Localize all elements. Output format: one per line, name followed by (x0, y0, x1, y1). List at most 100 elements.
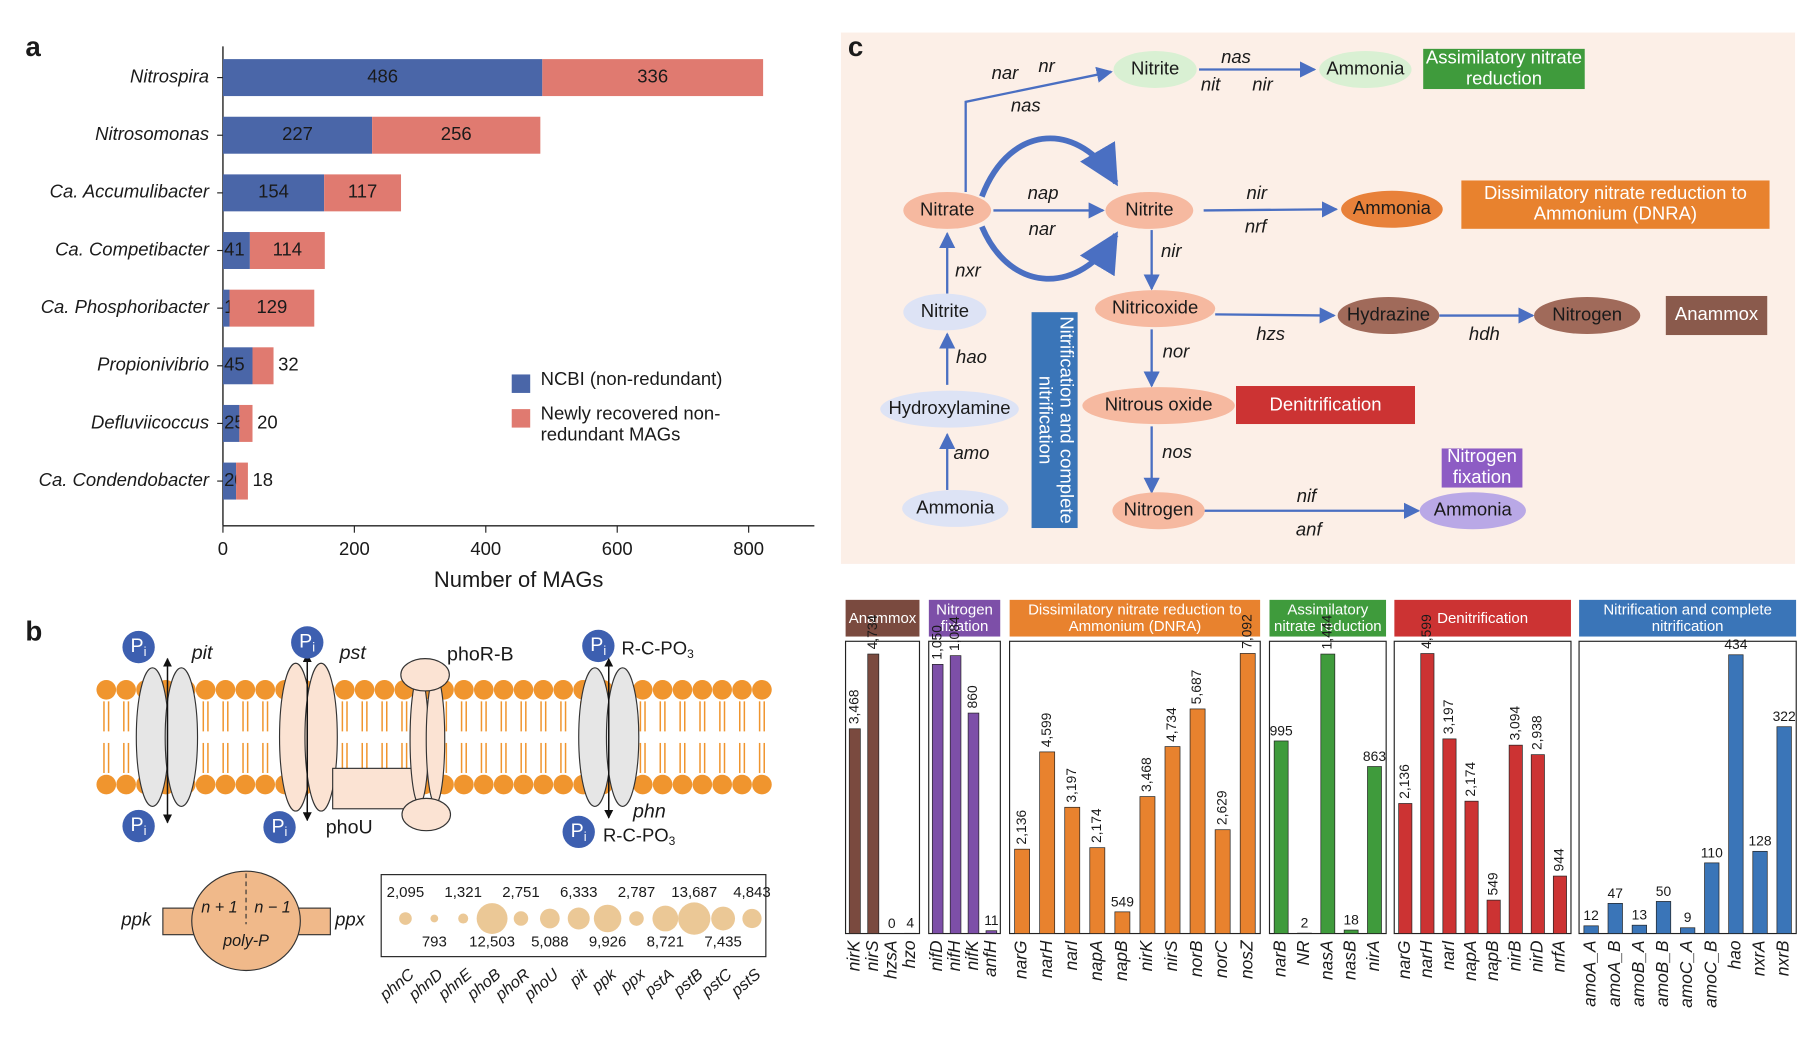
x-tick-label: hao (1724, 940, 1744, 969)
pi-circle (122, 809, 155, 843)
pathway-box-box: Anammox (1665, 295, 1768, 336)
pi-circle (263, 811, 296, 844)
poly-p-label: ppx (334, 909, 366, 930)
pi-label: Pi (271, 815, 287, 839)
pathway-arrow (1215, 307, 1336, 324)
bar (1139, 796, 1156, 934)
node-label: Nitrite (1131, 57, 1179, 78)
bar (1239, 653, 1256, 934)
transporter (401, 797, 452, 832)
pathway-arrow (1203, 201, 1339, 218)
bubble (476, 903, 508, 934)
bar (1464, 800, 1479, 934)
bubble (742, 908, 762, 929)
pathway-node (903, 191, 992, 229)
bar (931, 664, 944, 934)
poly-p-label: ppk (120, 909, 153, 930)
lipid-head (493, 679, 514, 700)
x-tick-label: nasB (1340, 940, 1360, 979)
x-tick-label: amoB_B (1652, 940, 1672, 1006)
bar-label: 549 (1111, 893, 1134, 909)
bar (1164, 746, 1181, 934)
bar (1583, 925, 1599, 934)
edge-label: nr (1038, 55, 1055, 76)
pi-label-sub: i (584, 829, 587, 844)
lipid-head (732, 679, 752, 700)
bubble-category: ppx (616, 965, 649, 997)
edge-label: nar (992, 62, 1020, 83)
edge-label: nrf (1245, 216, 1268, 237)
x-tick-label: nirB (1504, 940, 1524, 971)
pi-circle (582, 629, 615, 663)
lipid-head (632, 774, 653, 795)
phoU-block (332, 767, 417, 810)
lipid-head (215, 774, 236, 795)
pathway-arrow (964, 66, 1113, 192)
x-tick-label: NR (1293, 940, 1313, 965)
group-header-box: Assimilatory nitrate reduction (1269, 599, 1387, 637)
bar-label: 12 (1583, 907, 1599, 923)
pathway-node (1082, 387, 1235, 425)
y-tick-label: Ca. Accumulibacter (50, 181, 210, 202)
bar (867, 653, 880, 934)
x-tick-label: nirK (1136, 939, 1156, 971)
pi-label-main: P (131, 814, 144, 836)
lipid-head (473, 774, 494, 795)
edge-label: nap (1028, 182, 1059, 203)
x-tick-label: nirD (1526, 940, 1546, 972)
pi-label: Pi (131, 635, 147, 659)
bar-label: 114 (273, 238, 302, 259)
pi-label-main: P (571, 820, 584, 842)
x-tick-label: nirK (843, 939, 863, 971)
pi-circle (291, 626, 324, 659)
group-header: Anammox (845, 599, 920, 637)
lipid-head (672, 679, 693, 700)
pi-label: Pi (131, 814, 147, 838)
x-tick-label: nirA (1363, 940, 1383, 971)
bar-segment (222, 404, 240, 442)
lipid-head (533, 679, 554, 700)
x-tick-label: narG (1011, 940, 1031, 979)
x-tick-label: narH (1036, 940, 1056, 978)
bar (1114, 911, 1131, 934)
pi-label-main: P (299, 631, 312, 653)
x-tick-label: narG (1394, 940, 1414, 978)
y-tick-label: Ca. Competibacter (55, 238, 210, 259)
bar (1486, 899, 1501, 934)
bar-label: 486 (367, 65, 398, 86)
node-label: Nitrogen (1124, 499, 1194, 520)
lipid-head (652, 679, 673, 700)
x-tick-label: narB (1270, 940, 1290, 977)
bubble-category: pstA (640, 965, 677, 1000)
bar-label: 2 (1301, 915, 1309, 931)
pathway-background (840, 32, 1796, 564)
transporter-label: phoU (326, 817, 373, 839)
y-tick-label: Nitrosomonas (95, 123, 209, 144)
bar (1607, 903, 1623, 934)
x-tick-label: amoA_B (1604, 940, 1624, 1006)
edge-label: nit (1201, 74, 1221, 95)
bar-label: 129 (256, 296, 287, 317)
bubble (399, 912, 412, 925)
node-label: Nitrogen (1552, 303, 1622, 324)
bar-segment (324, 174, 402, 212)
x-tick-label: hzsA (880, 940, 900, 979)
group-header: Nitrification and complete nitrification (1579, 599, 1797, 637)
lipid-head (553, 774, 574, 795)
bar-label: 2,174 (1088, 808, 1104, 843)
bar-label: 117 (348, 181, 377, 202)
bar-segment (222, 289, 230, 327)
pathway-box: Dissimilatory nitrate reduction to Ammon… (1461, 180, 1770, 229)
x-tick-label: narH (1416, 940, 1436, 978)
pi-label-sub: i (312, 640, 315, 655)
group-header-box: Nitrogen fixation (928, 599, 1001, 637)
pathway-box-box: Dissimilatory nitrate reduction to Ammon… (1461, 180, 1770, 229)
bar (1552, 875, 1567, 934)
bar-label: 4,734 (864, 614, 880, 649)
x-tick-label: nasA (1316, 940, 1336, 979)
bar-segment (252, 347, 274, 385)
bubble (593, 904, 622, 933)
bar-label: 434 (1724, 636, 1747, 652)
x-tick-label: norC (1211, 940, 1231, 978)
